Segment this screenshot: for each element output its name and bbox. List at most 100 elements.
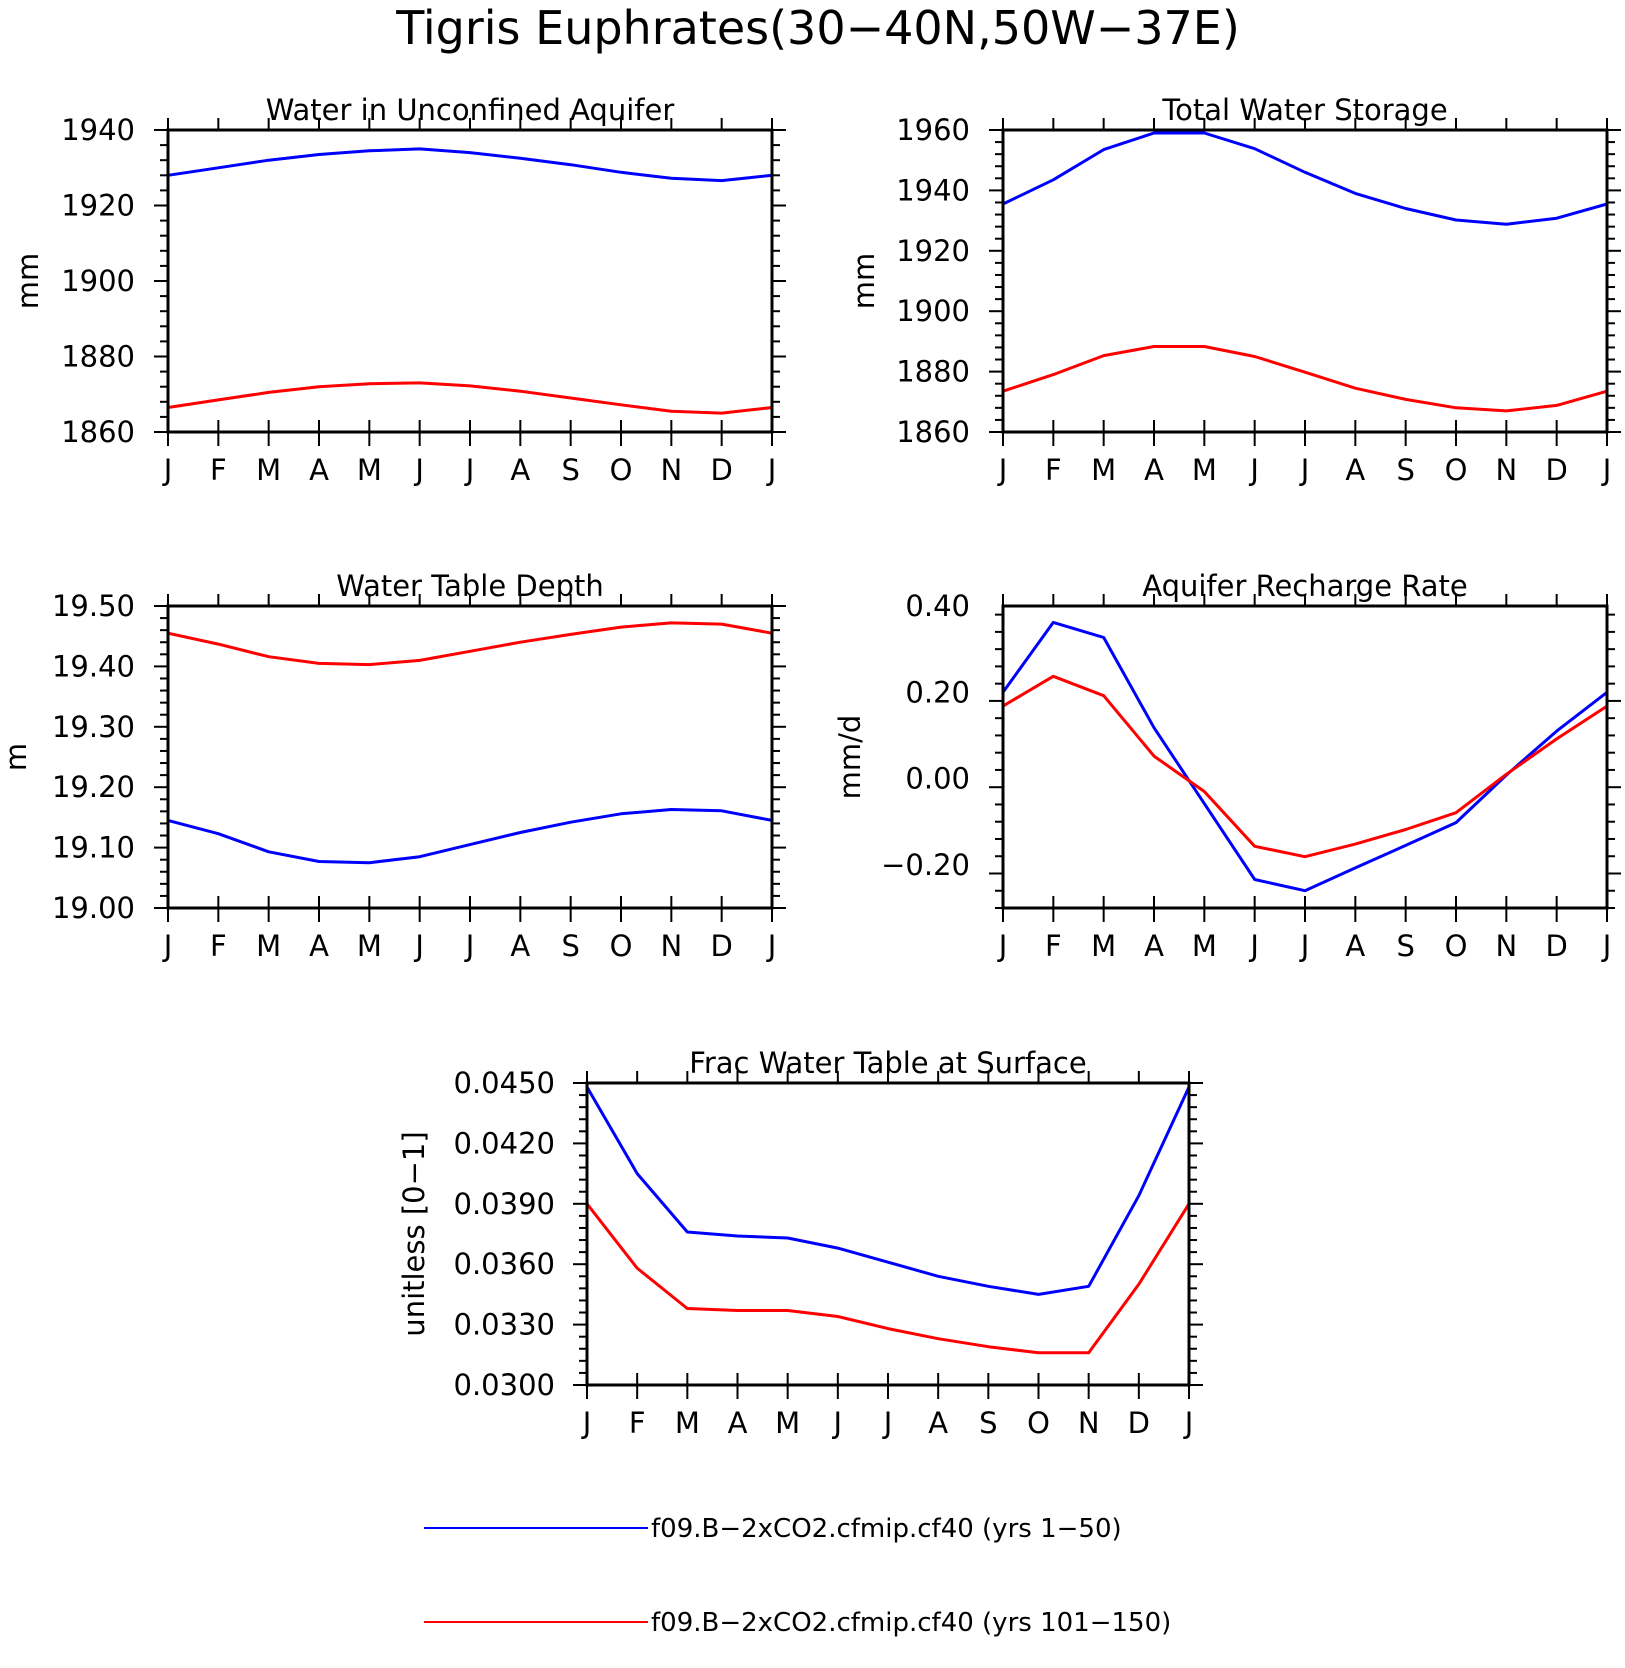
- y-axis-label: m: [0, 743, 33, 771]
- x-tick-label: N: [660, 929, 682, 963]
- x-tick-label: A: [728, 1406, 748, 1440]
- y-tick-label: 0.0330: [454, 1308, 555, 1342]
- y-tick-label: 1900: [896, 294, 970, 328]
- y-axis-label: mm/d: [833, 715, 867, 800]
- x-tick-label: F: [1045, 453, 1062, 487]
- x-tick-label: N: [1495, 929, 1517, 963]
- y-tick-label: 1860: [896, 415, 970, 449]
- x-tick-label: F: [629, 1406, 646, 1440]
- x-tick-label: D: [1128, 1406, 1150, 1440]
- legend-item-1: f09.B−2xCO2.cfmip.cf40 (yrs 1−50): [424, 1514, 1122, 1544]
- series-line-2: [1002, 674, 1608, 859]
- x-tick-label: S: [561, 453, 579, 487]
- x-tick-label: J: [1183, 1406, 1194, 1440]
- series-line-2: [167, 621, 773, 667]
- x-tick-label: A: [510, 453, 530, 487]
- y-axis-label: unitless [0−1]: [397, 1131, 431, 1336]
- y-tick-label: 0.00: [905, 762, 970, 796]
- x-tick-label: F: [1045, 929, 1062, 963]
- x-tick-label: O: [610, 929, 633, 963]
- y-tick-label: 0.40: [905, 589, 970, 623]
- plot-frame: [1001, 128, 1609, 434]
- series-line-2: [167, 381, 773, 415]
- x-tick-label: D: [1545, 929, 1567, 963]
- y-axis-label: mm: [847, 253, 881, 310]
- legend-label: f09.B−2xCO2.cfmip.cf40 (yrs 1−50): [651, 1514, 1122, 1544]
- x-tick-label: M: [1091, 453, 1116, 487]
- x-tick-label: J: [997, 929, 1008, 963]
- x-tick-label: D: [710, 453, 732, 487]
- x-tick-label: D: [1545, 453, 1567, 487]
- series-line-2: [1002, 345, 1608, 413]
- x-tick-label: J: [1299, 929, 1310, 963]
- x-tick-label: M: [1192, 453, 1217, 487]
- x-tick-label: A: [1345, 453, 1365, 487]
- x-tick-label: O: [1445, 453, 1468, 487]
- x-tick-label: A: [309, 453, 329, 487]
- x-tick-label: J: [832, 1406, 843, 1440]
- legend-item-2: f09.B−2xCO2.cfmip.cf40 (yrs 101−150): [424, 1608, 1171, 1638]
- y-tick-label: −0.20: [881, 848, 970, 882]
- x-tick-label: F: [210, 453, 227, 487]
- y-tick-label: 1940: [896, 173, 970, 207]
- x-tick-label: J: [997, 453, 1008, 487]
- x-tick-label: J: [1601, 453, 1612, 487]
- y-tick-label: 0.20: [905, 675, 970, 709]
- x-tick-label: S: [1396, 929, 1414, 963]
- x-tick-label: J: [581, 1406, 592, 1440]
- x-tick-label: J: [162, 453, 173, 487]
- x-tick-label: J: [882, 1406, 893, 1440]
- y-tick-label: 0.0360: [454, 1247, 555, 1281]
- plot-frame: [1001, 604, 1609, 910]
- x-tick-label: F: [210, 929, 227, 963]
- y-tick-label: 19.10: [52, 831, 135, 865]
- series-line-1: [167, 147, 773, 183]
- y-tick-label: 19.00: [52, 891, 135, 925]
- x-tick-label: O: [1445, 929, 1468, 963]
- x-tick-label: M: [1192, 929, 1217, 963]
- x-tick-label: J: [766, 453, 777, 487]
- x-tick-label: J: [413, 453, 424, 487]
- y-tick-label: 1940: [61, 113, 135, 147]
- y-tick-label: 19.20: [52, 770, 135, 804]
- y-tick-label: 0.0450: [454, 1066, 555, 1100]
- y-tick-label: 19.50: [52, 589, 135, 623]
- x-tick-label: S: [979, 1406, 997, 1440]
- x-tick-label: A: [1345, 929, 1365, 963]
- x-tick-label: A: [928, 1406, 948, 1440]
- y-tick-label: 0.0300: [454, 1368, 555, 1402]
- x-tick-label: J: [1248, 929, 1259, 963]
- y-tick-label: 1920: [896, 234, 970, 268]
- x-tick-label: O: [1027, 1406, 1050, 1440]
- y-tick-label: 1960: [896, 113, 970, 147]
- x-tick-label: M: [775, 1406, 800, 1440]
- series-line-2: [585, 1202, 1191, 1355]
- y-tick-label: 19.30: [52, 710, 135, 744]
- x-tick-label: J: [1299, 453, 1310, 487]
- x-tick-label: M: [675, 1406, 700, 1440]
- x-tick-label: N: [660, 453, 682, 487]
- y-tick-label: 0.0390: [454, 1187, 555, 1221]
- x-tick-label: A: [1144, 453, 1164, 487]
- y-axis-label: mm: [11, 253, 45, 310]
- series-line-1: [1001, 620, 1608, 893]
- x-tick-label: J: [1601, 929, 1612, 963]
- series-line-1: [167, 808, 773, 865]
- x-tick-label: M: [357, 453, 382, 487]
- x-tick-label: O: [610, 453, 633, 487]
- x-tick-label: S: [1396, 453, 1414, 487]
- y-tick-label: 1900: [61, 264, 135, 298]
- x-tick-label: J: [1248, 453, 1259, 487]
- x-tick-label: J: [413, 929, 424, 963]
- x-tick-label: D: [710, 929, 732, 963]
- y-tick-label: 0.0420: [454, 1126, 555, 1160]
- x-tick-label: M: [256, 929, 281, 963]
- y-tick-label: 1880: [896, 355, 970, 389]
- x-tick-label: J: [162, 929, 173, 963]
